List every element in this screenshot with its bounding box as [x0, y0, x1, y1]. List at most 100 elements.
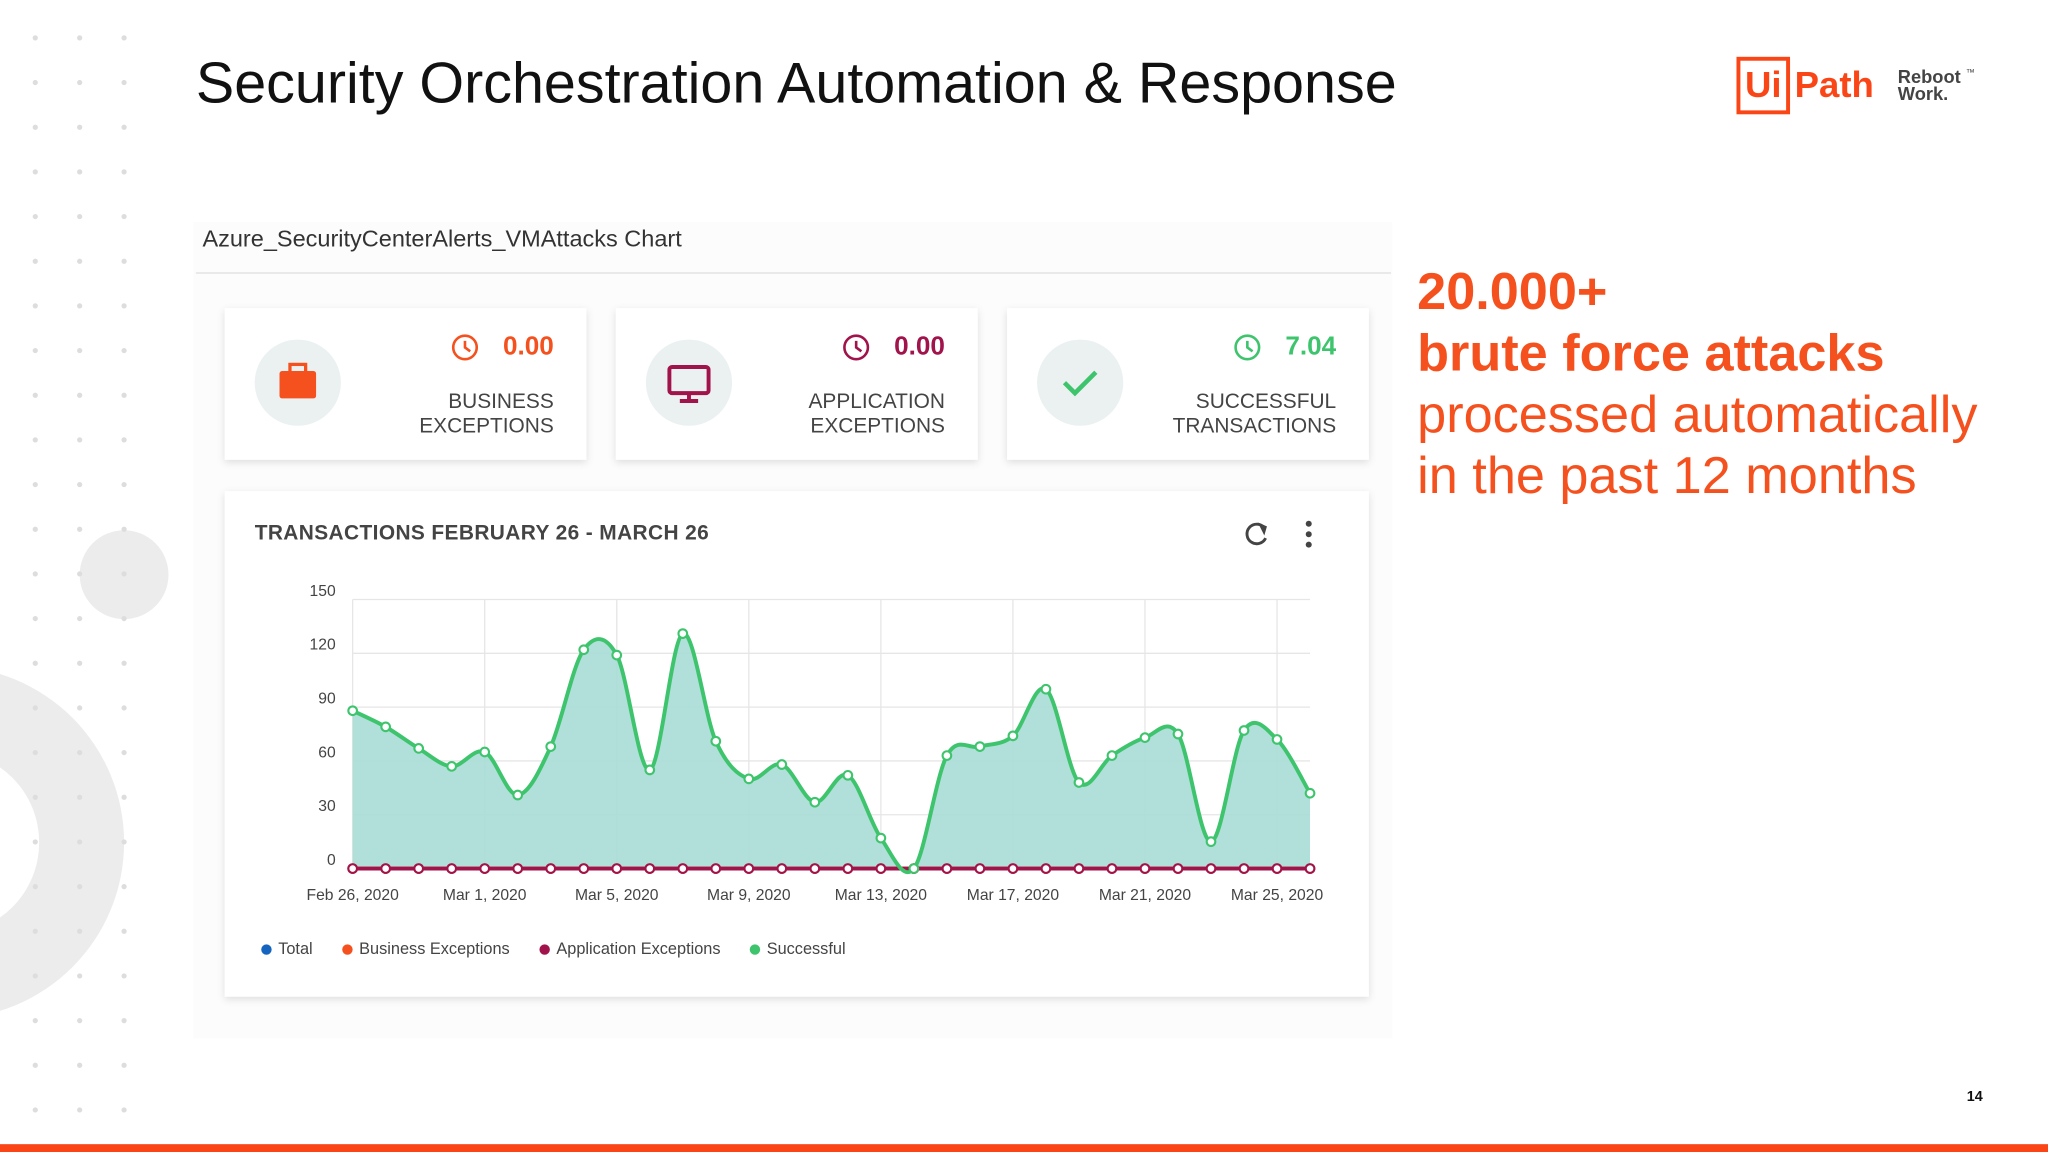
legend-swatch	[539, 944, 550, 955]
dot	[77, 839, 83, 845]
logo-name: Path	[1795, 64, 1874, 105]
point	[875, 832, 887, 844]
stat-label: SUCCESSFUL	[1196, 390, 1336, 413]
dot	[121, 571, 127, 577]
dot	[77, 571, 83, 577]
point	[446, 760, 458, 772]
legend-label: Successful	[767, 940, 846, 958]
dot	[32, 749, 38, 756]
point	[1205, 836, 1217, 848]
dot	[32, 660, 38, 666]
point	[611, 863, 623, 874]
point	[809, 863, 821, 874]
logo-tagline: Reboot	[1898, 66, 1961, 87]
point	[380, 721, 392, 733]
y-tick-label: 0	[327, 852, 336, 869]
point	[1073, 777, 1085, 788]
point	[941, 750, 953, 761]
logo-tm: ™	[1966, 68, 1975, 78]
point	[743, 773, 755, 785]
point	[743, 863, 755, 874]
dot	[32, 839, 38, 845]
briefcase-icon	[279, 370, 317, 399]
dot	[121, 347, 127, 354]
dot	[121, 526, 127, 532]
point	[842, 863, 854, 874]
menu-button[interactable]	[1305, 520, 1312, 548]
dot	[32, 571, 38, 577]
dot	[77, 1107, 83, 1113]
dot	[121, 660, 127, 666]
x-tick-label: Mar 21, 2020	[1099, 887, 1192, 904]
dot	[121, 928, 127, 934]
clock-icon	[843, 334, 870, 361]
point	[413, 743, 425, 754]
clock-hands	[463, 340, 471, 353]
page-number: 14	[1967, 1089, 1983, 1105]
y-tick-label: 30	[318, 798, 336, 815]
legend-label: Total	[278, 940, 312, 958]
point	[545, 863, 557, 874]
point	[1007, 863, 1019, 874]
point	[776, 759, 788, 770]
dot	[32, 169, 38, 175]
dot	[77, 169, 83, 175]
point	[776, 863, 788, 874]
point	[1205, 863, 1217, 874]
dot	[32, 213, 38, 220]
point	[446, 863, 458, 874]
dot	[121, 794, 127, 800]
dot	[121, 437, 127, 443]
dot	[32, 794, 38, 800]
dot	[121, 615, 127, 622]
y-tick-label: 60	[318, 744, 336, 761]
point	[1304, 787, 1316, 799]
dot	[77, 124, 83, 130]
point	[710, 863, 722, 874]
dot	[77, 973, 83, 979]
point	[1106, 863, 1118, 874]
dot	[121, 213, 127, 220]
point	[974, 741, 986, 752]
x-tick-label: Mar 25, 2020	[1231, 887, 1324, 904]
dot	[77, 615, 83, 622]
stat-label: TRANSACTIONS	[1173, 415, 1337, 438]
dot	[121, 124, 127, 130]
point	[479, 746, 491, 758]
point	[1238, 863, 1250, 874]
dot	[32, 124, 38, 130]
chart-title: TRANSACTIONS FEBRUARY 26 - MARCH 26	[255, 522, 709, 545]
series-line	[351, 631, 1312, 875]
icon-background	[645, 339, 733, 426]
dot	[32, 79, 38, 86]
dot	[77, 749, 83, 756]
logo-tagline: Work.	[1898, 83, 1948, 104]
dot	[77, 258, 83, 264]
clock-icon	[451, 334, 479, 361]
dot	[32, 705, 38, 711]
callout-line: in the past 12 months	[1417, 447, 1916, 505]
refresh-button[interactable]	[1245, 522, 1267, 546]
x-tick-label: Mar 9, 2020	[707, 887, 791, 904]
point	[644, 863, 656, 874]
dot	[32, 1017, 38, 1024]
dot	[32, 347, 38, 354]
dot	[32, 303, 38, 309]
point	[347, 705, 359, 717]
bottom-bar	[0, 1144, 2048, 1152]
dot	[32, 526, 38, 532]
dot	[121, 1107, 127, 1113]
point	[1073, 863, 1085, 874]
point	[512, 863, 524, 874]
clock-hands	[1246, 340, 1254, 353]
stat-value: 0.00	[894, 330, 945, 360]
point	[1106, 750, 1118, 761]
point	[677, 863, 689, 874]
dot	[121, 35, 127, 41]
point	[347, 863, 359, 874]
dot	[121, 1062, 127, 1068]
point	[1271, 734, 1283, 745]
callout-line: 20.000+	[1417, 263, 1607, 321]
stat-label: BUSINESS	[448, 390, 554, 413]
